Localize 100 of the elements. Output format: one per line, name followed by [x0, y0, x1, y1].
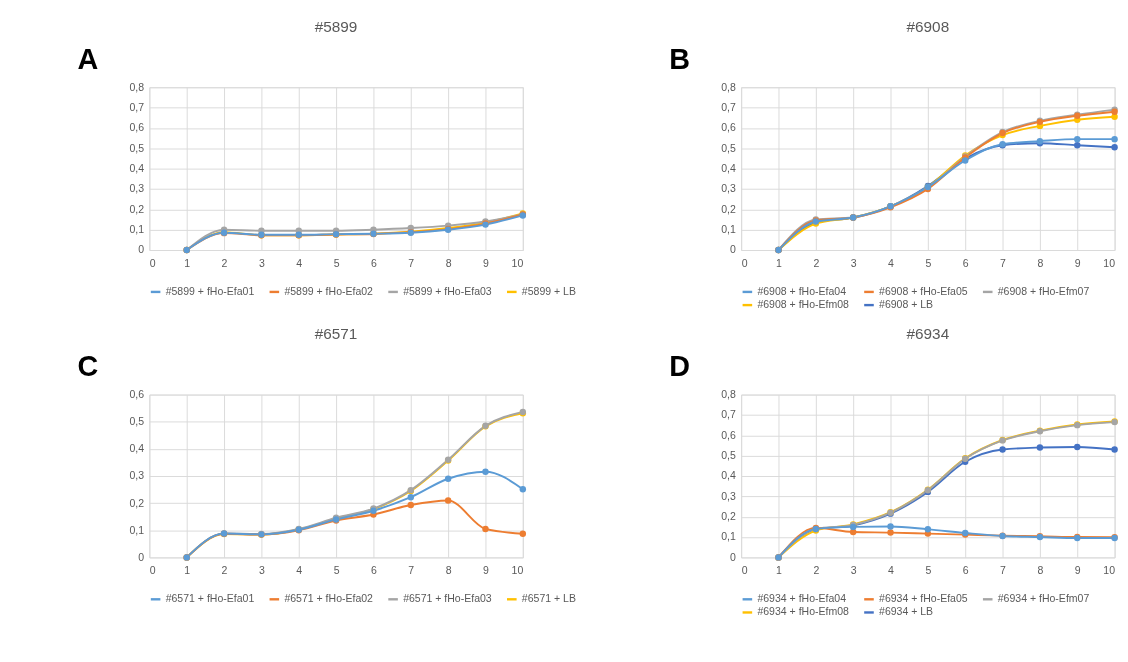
y-tick-label: 0,2: [721, 202, 737, 215]
x-tick-label: 1: [184, 256, 191, 269]
x-tick-label: 2: [813, 256, 820, 269]
legend-label: #6934 + LB: [879, 605, 934, 618]
x-tick-label: 0: [149, 564, 156, 577]
chart-title: #6571: [314, 325, 358, 343]
x-tick-label: 1: [184, 564, 191, 577]
x-tick-label: 4: [888, 564, 895, 577]
legend-label: #6908 + LB: [879, 297, 934, 310]
legend-label: #6571 + fHo-Efa01: [165, 592, 255, 605]
y-tick-label: 0,1: [721, 530, 737, 543]
y-tick-label: 0,3: [721, 182, 737, 195]
y-tick-label: 0,2: [129, 202, 145, 215]
text: A: [77, 43, 99, 76]
y-tick-label: 0,4: [129, 442, 145, 455]
y-tick-label: 0,3: [129, 182, 145, 195]
x-tick-label: 9: [1074, 564, 1081, 577]
x-tick-label: 4: [296, 256, 303, 269]
x-tick-label: 7: [1000, 256, 1007, 269]
x-tick-label: 5: [333, 564, 340, 577]
x-tick-label: 4: [296, 564, 303, 577]
chart-title: #5899: [314, 17, 358, 35]
y-tick-label: 0: [730, 243, 737, 256]
y-tick-label: 0,6: [721, 428, 737, 441]
legend-label: #5899 + fHo-Efa01: [165, 284, 255, 297]
x-tick-label: 3: [258, 564, 265, 577]
y-tick-label: 0: [730, 550, 737, 563]
y-tick-label: 0,6: [721, 121, 737, 134]
x-tick-label: 2: [221, 256, 228, 269]
legend-label: #6908 + fHo-Efm07: [997, 284, 1090, 297]
legend-label: #6934 + fHo-Efm07: [997, 592, 1090, 605]
x-tick-label: 10: [511, 564, 524, 577]
x-tick-label: 7: [1000, 564, 1007, 577]
y-tick-label: 0,3: [129, 469, 145, 482]
x-tick-label: 9: [483, 256, 490, 269]
x-tick-label: 2: [221, 564, 228, 577]
legend-label: #6934 + fHo-Efm08: [757, 605, 850, 618]
y-tick-label: 0,4: [129, 161, 145, 174]
x-tick-label: 5: [925, 256, 932, 269]
y-tick-label: 0,8: [721, 80, 737, 93]
y-tick-label: 0,4: [721, 161, 737, 174]
x-tick-label: 10: [1103, 256, 1116, 269]
x-tick-label: 8: [445, 564, 452, 577]
y-tick-label: 0,5: [721, 449, 737, 462]
y-tick-label: 0: [138, 550, 145, 563]
x-tick-label: 5: [925, 564, 932, 577]
x-tick-label: 8: [445, 256, 452, 269]
y-tick-label: 0,8: [129, 80, 145, 93]
y-tick-label: 0,5: [129, 415, 145, 428]
x-tick-label: 6: [962, 256, 969, 269]
chart-title: #6908: [906, 17, 950, 35]
text: C: [77, 350, 99, 383]
y-tick-label: 0,5: [721, 141, 737, 154]
x-tick-label: 3: [258, 256, 265, 269]
x-tick-label: 10: [511, 256, 524, 269]
text: D: [669, 350, 691, 383]
legend-label: #6934 + fHo-Efa05: [879, 592, 968, 605]
y-tick-label: 0,1: [129, 223, 145, 236]
legend-label: #6908 + fHo-Efa04: [757, 284, 847, 297]
x-tick-label: 2: [813, 564, 820, 577]
y-tick-label: 0,1: [129, 523, 145, 536]
x-tick-label: 7: [408, 256, 415, 269]
legend-label: #6908 + fHo-Efa05: [879, 284, 968, 297]
legend-label: #6908 + fHo-Efm08: [757, 297, 850, 310]
x-tick-label: 0: [149, 256, 156, 269]
y-tick-label: 0,6: [129, 121, 145, 134]
x-tick-label: 7: [408, 564, 415, 577]
x-tick-label: 9: [1074, 256, 1081, 269]
chart-title: #6934: [906, 325, 950, 343]
y-tick-label: 0,7: [721, 100, 737, 113]
x-tick-label: 6: [371, 256, 377, 269]
text: B: [669, 43, 691, 76]
x-tick-label: 6: [371, 564, 377, 577]
x-tick-label: 3: [850, 256, 857, 269]
y-tick-label: 0,7: [129, 100, 145, 113]
y-tick-label: 0,2: [129, 496, 145, 509]
x-tick-label: 0: [741, 256, 748, 269]
legend-label: #5899 + fHo-Efa03: [403, 284, 492, 297]
y-tick-label: 0,6: [129, 387, 145, 400]
y-tick-label: 0,8: [721, 387, 737, 400]
y-tick-label: 0,1: [721, 223, 737, 236]
x-tick-label: 6: [962, 564, 969, 577]
x-tick-label: 8: [1037, 256, 1044, 269]
x-tick-label: 3: [850, 564, 857, 577]
x-tick-label: 0: [741, 564, 748, 577]
y-tick-label: 0: [138, 243, 145, 256]
y-tick-label: 0,3: [721, 489, 737, 502]
x-tick-label: 1: [776, 256, 783, 269]
legend-label: #5899 + LB: [521, 284, 576, 297]
x-tick-label: 9: [483, 564, 490, 577]
x-tick-label: 4: [888, 256, 895, 269]
x-tick-label: 5: [333, 256, 340, 269]
legend-label: #6571 + LB: [521, 592, 576, 605]
legend-label: #6571 + fHo-Efa03: [403, 592, 492, 605]
legend-label: #5899 + fHo-Efa02: [284, 284, 374, 297]
y-tick-label: 0,5: [129, 141, 145, 154]
y-tick-label: 0,7: [721, 408, 737, 421]
x-tick-label: 8: [1037, 564, 1044, 577]
x-tick-label: 10: [1103, 564, 1116, 577]
y-tick-label: 0,2: [721, 510, 737, 523]
